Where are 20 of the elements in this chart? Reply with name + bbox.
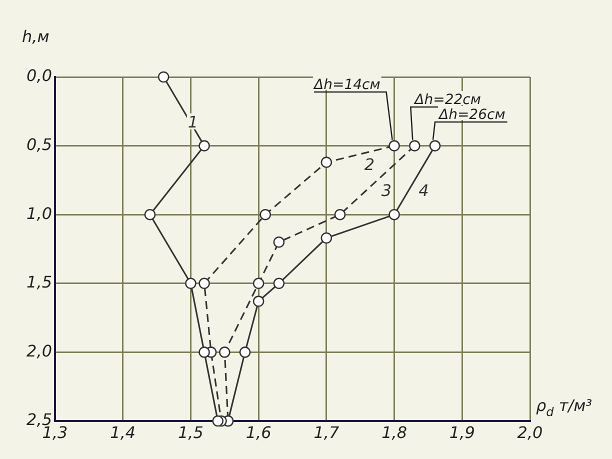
- x-tick-label: 2,0: [517, 422, 543, 442]
- x-tick-label: 1,5: [178, 422, 204, 442]
- x-tick-label: 1,4: [110, 422, 136, 442]
- series-label: 4: [418, 181, 429, 200]
- annotation: Δh=26см: [438, 107, 506, 123]
- x-tick-label: 1,8: [382, 422, 408, 442]
- y-axis-title: h,м: [22, 27, 50, 46]
- annotation: Δh=14см: [313, 77, 381, 93]
- y-tick-label: 0,5: [26, 134, 52, 154]
- series-label: 1: [188, 112, 198, 132]
- y-tick-label: 2,0: [26, 341, 52, 360]
- annotation: Δh=22см: [414, 92, 482, 108]
- y-tick-label: 1,0: [26, 204, 52, 223]
- x-tick-label: 1,7: [314, 422, 340, 442]
- x-tick-label: 1,6: [246, 422, 272, 442]
- series-label: 2: [364, 155, 375, 174]
- y-tick-label: 1,5: [26, 272, 52, 292]
- series-label: 3: [381, 181, 392, 200]
- y-tick-label: 0,0: [26, 66, 52, 86]
- x-tick-label: 1,9: [449, 422, 475, 442]
